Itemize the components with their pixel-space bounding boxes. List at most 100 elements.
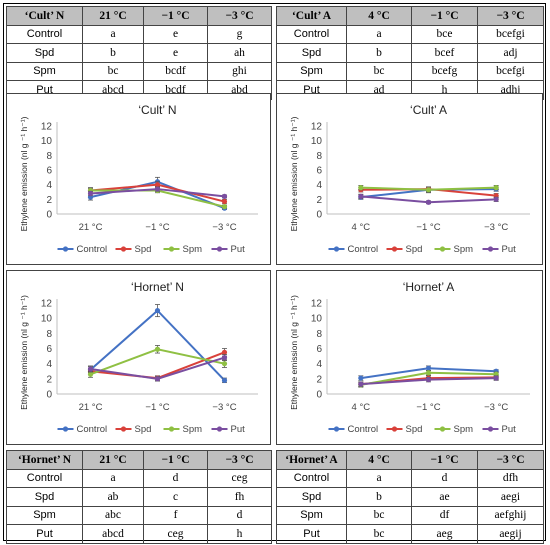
y-tick-label: 8 <box>316 151 322 162</box>
legend-label: Put <box>502 424 517 435</box>
table-cell: a <box>346 468 412 488</box>
table-row: Spd b bcef adj <box>276 43 544 63</box>
chart-panel-hornet-n: ‘Hornet’ N Ethylene emission (nl g ⁻¹ h⁻¹… <box>6 270 271 445</box>
table-row: Control a e g <box>6 24 272 44</box>
legend-marker-spm <box>439 246 446 252</box>
legend-label: Control <box>348 244 379 255</box>
y-axis-label: Ethylene emission (nl g ⁻¹ h⁻¹) <box>19 116 29 231</box>
y-tick-label: 10 <box>41 136 53 147</box>
table-cell: a <box>82 24 144 44</box>
table-header-cell: 21 °C <box>82 6 144 26</box>
table-header-cell: 21 °C <box>82 450 144 470</box>
x-tick-label: −1 °C <box>416 222 440 233</box>
table-cell: ae <box>411 487 478 507</box>
y-tick-label: 10 <box>311 314 323 325</box>
table-cell: bcefgi <box>477 24 544 44</box>
table-row: Put bc aeg aegij <box>276 524 544 544</box>
y-tick-label: 12 <box>41 122 53 133</box>
figure-frame <box>3 3 546 541</box>
table-cult-n: ‘Cult’ N 21 °C −1 °C −3 °C Control a e g… <box>6 6 272 100</box>
table-hornet-n: ‘Hornet’ N 21 °C −1 °C −3 °C Control a d… <box>6 450 272 544</box>
table-row-label: Spd <box>6 43 83 63</box>
table-cell: fh <box>207 487 272 507</box>
data-point-put <box>358 381 364 387</box>
legend-marker-spd <box>120 426 127 432</box>
table-row-label: Control <box>6 24 83 44</box>
table-cult-a: ‘Cult’ A 4 °C −1 °C −3 °C Control a bce … <box>276 6 544 100</box>
y-tick-label: 6 <box>316 344 322 355</box>
table-header-cell: −1 °C <box>411 6 478 26</box>
data-point-control <box>154 307 161 314</box>
legend-label: Spd <box>406 244 423 255</box>
table-cell: aegi <box>477 487 544 507</box>
legend-label: Put <box>231 244 246 255</box>
table-row: Control a d ceg <box>6 468 272 488</box>
data-point-spd <box>221 349 228 355</box>
table-cell: bcdf <box>143 61 208 81</box>
y-tick-label: 6 <box>46 344 52 355</box>
table-cell: df <box>411 505 478 525</box>
data-point-spm <box>425 370 432 376</box>
table-header-cell: −3 °C <box>477 6 544 26</box>
table-row: Spm bc df aefghij <box>276 505 544 525</box>
y-tick-label: 2 <box>316 195 322 206</box>
table-cell: aeg <box>411 524 478 544</box>
table-row: Control a bce bcefgi <box>276 24 544 44</box>
chart-panel-hornet-a: ‘Hornet’ A Ethylene emission (nl g ⁻¹ h⁻¹… <box>276 270 543 445</box>
table-header-row: ‘Hornet’ N 21 °C −1 °C −3 °C <box>6 450 272 470</box>
x-tick-label: −1 °C <box>145 402 169 413</box>
legend-label: Put <box>231 424 246 435</box>
table-cell: abcd <box>82 524 144 544</box>
table-row-label: Spd <box>6 487 83 507</box>
table-hornet-a: ‘Hornet’ A 4 °C −1 °C −3 °C Control a d … <box>276 450 544 544</box>
table-cell: ghi <box>207 61 272 81</box>
table-row: Spd b e ah <box>6 43 272 63</box>
data-point-put <box>358 193 364 199</box>
table-cell: d <box>411 468 478 488</box>
legend-marker-put <box>216 246 223 252</box>
x-tick-label: 21 °C <box>79 402 103 413</box>
data-point-put <box>425 199 432 205</box>
legend-marker-put <box>216 426 223 432</box>
table-cell: bc <box>346 61 412 81</box>
legend-marker-spm <box>168 426 175 432</box>
y-tick-label: 0 <box>46 390 52 401</box>
table-header-cell: 4 °C <box>346 450 412 470</box>
data-point-put <box>221 355 228 361</box>
y-axis-label: Ethylene emission (nl g ⁻¹ h⁻¹) <box>19 295 29 410</box>
y-tick-label: 4 <box>316 359 322 370</box>
y-tick-label: 2 <box>316 374 322 385</box>
x-tick-label: −3 °C <box>212 402 236 413</box>
table-cell: b <box>346 43 412 63</box>
data-point-put <box>87 366 94 372</box>
table-row-label: Put <box>276 524 347 544</box>
table-header-cell: −1 °C <box>411 450 478 470</box>
data-point-spd <box>221 198 228 205</box>
y-axis-label: Ethylene emission (nl g ⁻¹ h⁻¹) <box>289 295 299 410</box>
legend-label: Spm <box>454 244 474 255</box>
table-header-cell: −3 °C <box>207 6 272 26</box>
table-cell: bc <box>346 505 412 525</box>
table-cell: e <box>143 43 208 63</box>
x-tick-label: −3 °C <box>484 222 508 233</box>
table-cell: d <box>207 505 272 525</box>
x-tick-label: 4 °C <box>352 222 371 233</box>
table-header-cell: ‘Cult’ A <box>276 6 347 26</box>
table-cell: bc <box>82 61 144 81</box>
y-tick-label: 4 <box>46 359 52 370</box>
legend-label: Spd <box>135 424 152 435</box>
table-cell: ceg <box>143 524 208 544</box>
data-point-spm <box>154 346 161 352</box>
table-cell: dfh <box>477 468 544 488</box>
legend-marker-put <box>487 426 494 432</box>
data-point-spm <box>493 185 499 191</box>
table-row-label: Control <box>6 468 83 488</box>
table-row-label: Spd <box>276 487 347 507</box>
table-row-label: Spm <box>6 505 83 525</box>
data-point-spm <box>221 361 228 367</box>
table-cell: f <box>143 505 208 525</box>
legend-marker-control <box>62 246 69 252</box>
chart-hornet-a: ‘Hornet’ A Ethylene emission (nl g ⁻¹ h⁻¹… <box>289 280 530 435</box>
y-tick-label: 4 <box>46 180 52 191</box>
y-tick-label: 2 <box>46 374 52 385</box>
